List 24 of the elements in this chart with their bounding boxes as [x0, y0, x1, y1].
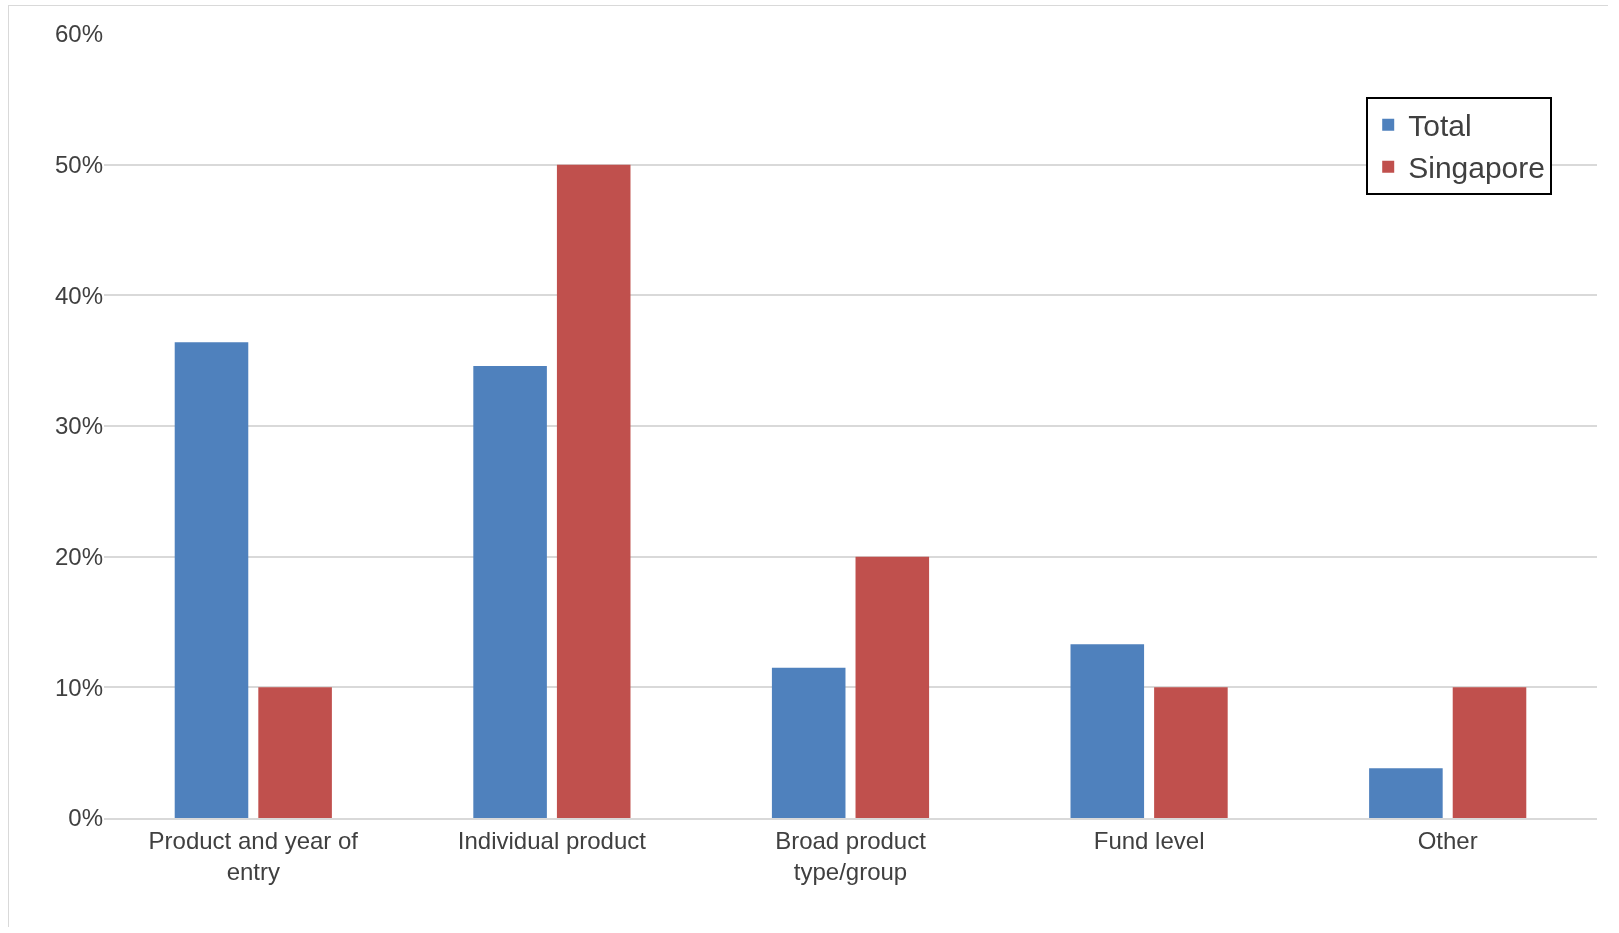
x-tick-label: Other [1417, 826, 1478, 854]
y-tick-label: 30% [54, 412, 103, 440]
y-tick-label: 20% [54, 543, 103, 571]
y-tick-label: 50% [54, 151, 103, 179]
x-tick-label: Broad product type/group [775, 826, 927, 885]
bar [1369, 768, 1443, 818]
bar [174, 342, 249, 818]
y-tick-label: 0% [68, 804, 103, 832]
legend-label: Singapore [1408, 151, 1545, 185]
bar [771, 667, 846, 818]
bar [556, 164, 631, 818]
legend-label: Total [1408, 109, 1472, 143]
bar [855, 556, 930, 818]
bar [1154, 687, 1228, 818]
bar [258, 687, 332, 818]
bar [473, 365, 547, 818]
bar [1452, 687, 1527, 818]
y-tick-label: 40% [54, 281, 103, 309]
y-tick-label: 10% [54, 673, 103, 701]
bar [1070, 644, 1145, 818]
x-tick-label: Individual product [457, 826, 647, 854]
x-tick-label: Fund level [1093, 826, 1205, 854]
x-tick-label: Product and year of entry [148, 826, 359, 885]
y-tick-label: 60% [54, 20, 103, 48]
